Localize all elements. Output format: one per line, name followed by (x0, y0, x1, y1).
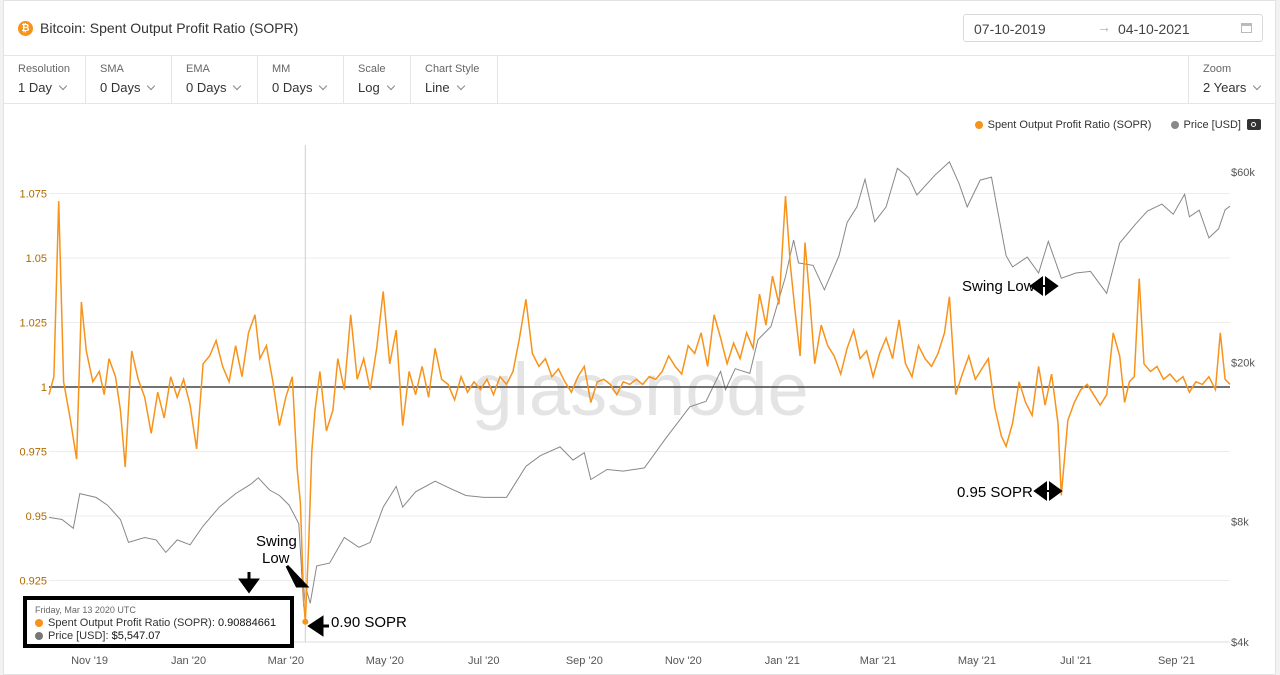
legend-label-price: Price [USD] (1183, 119, 1241, 131)
x-tick-label: Nov '19 (71, 655, 108, 667)
tooltip-row-sopr: Spent Output Profit Ratio (SOPR): 0.9088… (35, 617, 276, 629)
x-tick-label: May '21 (958, 655, 996, 667)
legend-item-price[interactable]: Price [USD] (1170, 119, 1241, 131)
scale-dropdown[interactable]: Scale Log (344, 55, 411, 103)
date-from-input[interactable]: 07-10-2019 (974, 21, 1046, 37)
y-left-tick-label: 0.925 (19, 576, 47, 588)
annotation-swing-low-1-line1: Swing (256, 533, 297, 550)
scale-value: Log (358, 80, 380, 95)
hover-point (302, 618, 309, 625)
calendar-icon[interactable] (1241, 23, 1252, 33)
bitcoin-logo-icon: ₿ (18, 21, 33, 36)
annotation-arrow-sopr-095 (1033, 481, 1063, 501)
chart-tooltip: Friday, Mar 13 2020 UTC Spent Output Pro… (23, 596, 294, 648)
tooltip-sopr-label: Spent Output Profit Ratio (SOPR): (48, 617, 218, 629)
mm-value: 0 Days (272, 80, 313, 95)
chart-style-label: Chart Style (425, 63, 480, 75)
date-range-picker[interactable]: 07-10-2019 → 04-10-2021 (963, 14, 1263, 42)
tooltip-row-price: Price [USD]: $5,547.07 (35, 630, 161, 642)
legend-dot-price (1170, 121, 1179, 129)
date-to-input[interactable]: 04-10-2021 (1118, 21, 1190, 37)
y-axis-left: 1.075 1.05 1.025 1 0.975 0.95 0.925 (19, 189, 47, 588)
annotation-arrow-swing-low-2 (1029, 276, 1059, 296)
chart-title: Bitcoin: Spent Output Profit Ratio (SOPR… (40, 20, 299, 36)
annotation-sopr-095: 0.95 SOPR (957, 484, 1033, 501)
x-axis: Nov '19 Jan '20 Mar '20 May '20 Jul '20 Sep '… (71, 655, 1195, 667)
x-tick-label: Mar '21 (860, 655, 896, 667)
sopr-series-line (48, 196, 1231, 622)
y-right-tick-label: $20k (1231, 358, 1255, 370)
x-tick-label: Mar '20 (268, 655, 304, 667)
legend-item-sopr[interactable]: Spent Output Profit Ratio (SOPR) (974, 119, 1152, 131)
resolution-value: 1 Day (18, 80, 52, 95)
x-tick-label: Sep '21 (1158, 655, 1195, 667)
annotation-swing-low-2: Swing Low (962, 278, 1035, 295)
scale-label: Scale (358, 63, 386, 75)
x-tick-label: Jan '20 (171, 655, 206, 667)
ema-dropdown[interactable]: EMA 0 Days (172, 55, 258, 103)
zoom-dropdown[interactable]: Zoom 2 Years (1188, 55, 1275, 103)
y-right-tick-label: $60k (1231, 167, 1255, 179)
legend-dot-sopr (974, 121, 983, 129)
tooltip-price-value: $5,547.07 (111, 630, 161, 642)
zoom-value: 2 Years (1203, 80, 1247, 95)
x-tick-label: Sep '20 (566, 655, 603, 667)
x-tick-label: Nov '20 (665, 655, 702, 667)
date-range-arrow-icon: → (1097, 19, 1111, 35)
sma-label: SMA (100, 63, 124, 75)
annotation-sopr-090: 0.90 SOPR (331, 614, 407, 631)
y-left-tick-label: 0.975 (19, 447, 47, 459)
y-axis-right: $60k $20k $8k $4k (1231, 167, 1255, 649)
legend-label-sopr: Spent Output Profit Ratio (SOPR) (987, 119, 1152, 131)
ema-label: EMA (186, 63, 210, 75)
x-tick-label: May '20 (366, 655, 404, 667)
chart-panel: ₿ Bitcoin: Spent Output Profit Ratio (SO… (3, 0, 1276, 675)
annotation-arrow-sopr-090 (307, 615, 329, 637)
annotation-swing-low-1-line2: Low (262, 550, 290, 567)
mm-label: MM (272, 63, 291, 75)
sma-dropdown[interactable]: SMA 0 Days (86, 55, 172, 103)
tooltip-dot-price (35, 632, 43, 640)
chart-style-dropdown[interactable]: Chart Style Line (411, 55, 498, 103)
x-tick-label: Jul '21 (1060, 655, 1091, 667)
y-right-tick-label: $4k (1231, 637, 1249, 649)
mm-dropdown[interactable]: MM 0 Days (258, 55, 344, 103)
ema-value: 0 Days (186, 80, 227, 95)
watermark: glassnode (471, 348, 808, 431)
sma-value: 0 Days (100, 80, 141, 95)
annotation-arrow-swing-low-1 (285, 564, 310, 588)
y-left-tick-label: 1.025 (19, 318, 47, 330)
chart-controls: Resolution 1 Day SMA 0 Days EMA 0 Days M… (4, 55, 1275, 104)
tooltip-sopr-value: 0.90884661 (217, 617, 277, 629)
y-left-tick-label: 0.95 (26, 511, 47, 523)
x-tick-label: Jan '21 (765, 655, 800, 667)
tooltip-price-label: Price [USD]: (48, 630, 112, 642)
price-series-line (48, 161, 1231, 607)
resolution-dropdown[interactable]: Resolution 1 Day (4, 55, 86, 103)
resolution-label: Resolution (18, 63, 70, 75)
chart-style-value: Line (425, 80, 450, 95)
annotation-layer: Swing Low 0.90 SOPR Swing Low 0.95 SOPR (238, 276, 1063, 637)
y-left-tick-label: 1.075 (19, 189, 47, 201)
tooltip-date: Friday, Mar 13 2020 UTC (35, 605, 136, 615)
zoom-label: Zoom (1203, 63, 1232, 75)
annotation-arrow-tooltip (238, 572, 260, 594)
camera-icon[interactable] (1247, 119, 1261, 130)
tooltip-dot-sopr (35, 619, 43, 627)
y-right-tick-label: $8k (1231, 517, 1249, 529)
chart-legend: Spent Output Profit Ratio (SOPR) Price [… (959, 119, 1241, 131)
y-left-tick-label: 1.05 (26, 253, 47, 265)
x-tick-label: Jul '20 (468, 655, 499, 667)
y-left-tick-label: 1 (41, 382, 47, 394)
chart-header: ₿ Bitcoin: Spent Output Profit Ratio (SO… (4, 1, 1275, 56)
